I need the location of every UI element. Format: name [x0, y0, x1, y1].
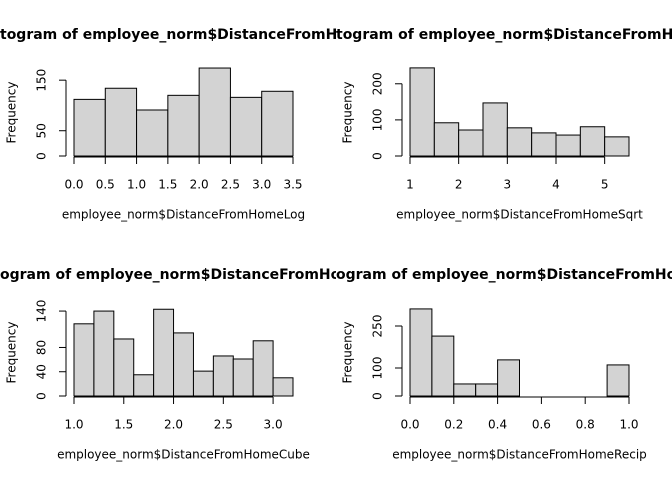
x-tick-label: 0.4 — [488, 418, 507, 432]
x-tick-label: 2.5 — [221, 178, 240, 192]
bar — [136, 109, 169, 157]
bar — [458, 129, 484, 157]
bar — [212, 355, 234, 397]
x-axis-title: employee_norm$DistanceFromHomeSqrt — [396, 208, 643, 222]
bar — [232, 358, 254, 397]
chart-title: togram of employee_norm$DistanceFromHo — [336, 27, 672, 43]
chart-title: ogram of employee_norm$DistanceFromHor — [0, 267, 347, 283]
bar — [453, 383, 477, 397]
bar — [133, 374, 155, 397]
x-tick-label: 1.0 — [64, 418, 83, 432]
bar — [555, 134, 581, 157]
bar — [506, 127, 533, 157]
bar — [409, 67, 435, 157]
y-tick-label: 40 — [35, 364, 49, 379]
bar — [93, 310, 115, 397]
x-tick-label: 0.0 — [400, 418, 419, 432]
x-tick-label: 3.0 — [264, 418, 283, 432]
y-tick-label: 50 — [35, 123, 49, 138]
bar — [606, 364, 630, 397]
x-tick-label: 2 — [455, 178, 463, 192]
y-axis-title: Frequency — [341, 322, 355, 384]
bar — [198, 67, 231, 157]
y-tick-label: 200 — [371, 72, 385, 95]
bar — [482, 102, 508, 157]
bar — [153, 308, 175, 397]
bar — [113, 338, 135, 397]
x-tick-label: 4 — [552, 178, 560, 192]
y-tick-label: 100 — [371, 357, 385, 380]
bar — [409, 308, 433, 397]
bar — [604, 136, 630, 157]
chart-title: ogram of employee_norm$DistanceFromHo — [336, 267, 672, 283]
x-tick-label: 0.0 — [64, 178, 83, 192]
x-tick-label: 1.5 — [114, 418, 133, 432]
bar — [431, 335, 455, 397]
y-tick-label: 80 — [35, 340, 49, 355]
bar — [167, 94, 200, 157]
panel: ogram of employee_norm$DistanceFromHo 0.0… — [336, 267, 672, 462]
x-tick-label: 2.0 — [164, 418, 183, 432]
x-tick-label: 0.2 — [444, 418, 463, 432]
y-tick-label: 0 — [371, 152, 385, 160]
y-tick-label: 250 — [371, 315, 385, 338]
x-tick-label: 5 — [601, 178, 609, 192]
bar — [475, 383, 499, 397]
x-axis-title: employee_norm$DistanceFromHomeRecip — [392, 448, 647, 462]
bar — [433, 122, 460, 157]
y-tick-label: 0 — [371, 392, 385, 400]
x-tick-label: 1.5 — [158, 178, 177, 192]
bar — [229, 96, 263, 157]
bar — [73, 98, 106, 157]
bar — [497, 359, 521, 397]
x-tick-label: 0.8 — [576, 418, 595, 432]
bar — [252, 340, 274, 397]
y-tick-label: 140 — [35, 300, 49, 323]
y-axis-title: Frequency — [5, 82, 19, 144]
x-axis-title: employee_norm$DistanceFromHomeCube — [57, 448, 310, 462]
x-tick-label: 2.0 — [190, 178, 209, 192]
bar — [579, 126, 606, 157]
bar — [104, 87, 138, 157]
bar — [531, 132, 557, 157]
x-tick-label: 0.5 — [96, 178, 115, 192]
y-tick-label: 0 — [35, 392, 49, 400]
x-tick-label: 1.0 — [619, 418, 638, 432]
x-tick-label: 0.6 — [532, 418, 551, 432]
x-tick-label: 3.0 — [252, 178, 271, 192]
bar — [261, 90, 294, 157]
x-tick-label: 2.5 — [214, 418, 233, 432]
panel: ogram of employee_norm$DistanceFromHor 1.… — [0, 267, 347, 462]
y-axis-title: Frequency — [341, 82, 355, 144]
panel: togram of employee_norm$DistanceFromHo 0.… — [0, 27, 347, 222]
x-tick-label: 1.0 — [127, 178, 146, 192]
x-tick-label: 3 — [504, 178, 512, 192]
y-tick-label: 100 — [371, 108, 385, 131]
bar — [173, 332, 194, 397]
x-tick-label: 1 — [406, 178, 414, 192]
y-axis-title: Frequency — [5, 322, 19, 384]
x-tick-label: 3.5 — [283, 178, 302, 192]
chart-title: togram of employee_norm$DistanceFromHo — [0, 27, 347, 43]
bar — [192, 370, 214, 397]
x-axis-title: employee_norm$DistanceFromHomeLog — [62, 208, 305, 222]
y-tick-label: 150 — [35, 69, 49, 92]
y-tick-label: 0 — [35, 152, 49, 160]
bar — [73, 323, 95, 397]
bar — [272, 377, 294, 397]
panel: togram of employee_norm$DistanceFromHo 1 2… — [336, 27, 672, 222]
